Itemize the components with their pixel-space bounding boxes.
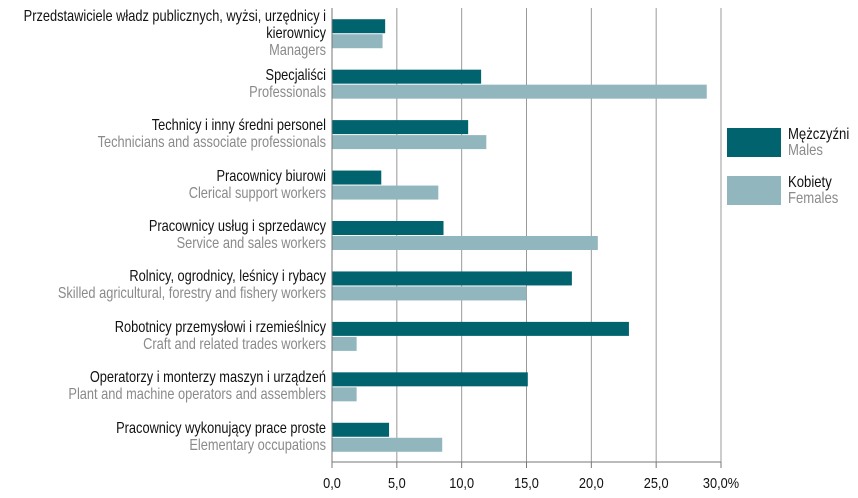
- x-tick-label: 0,0: [323, 474, 341, 491]
- category-name: Specjaliści: [265, 66, 326, 84]
- legend-name: Mężczyźni: [788, 126, 850, 143]
- bar: [332, 372, 528, 387]
- category-name-en: Craft and related trades workers: [143, 335, 326, 353]
- category-label: Pracownicy usług i sprzedawcy Service and…: [14, 218, 326, 252]
- category-name: Robotnicy przemysłowi i rzemieślnicy: [114, 318, 326, 336]
- bar: [332, 120, 469, 135]
- category-label: Przedstawiciele władz publicznych, wyżsi…: [14, 8, 326, 59]
- category-name-en: Skilled agricultural, forestry and fishe…: [57, 285, 326, 303]
- category-name-en: Technicians and associate professionals: [97, 134, 326, 152]
- bar: [332, 170, 382, 185]
- category-label: Rolnicy, ogrodnicy, leśnicy i rybacy Skil…: [14, 268, 326, 302]
- legend-name-en: Females: [788, 190, 839, 207]
- bar: [332, 19, 386, 34]
- category-label: Specjaliści Professionals: [14, 67, 326, 101]
- category-name-en: Professionals: [249, 83, 326, 101]
- bar: [332, 422, 390, 437]
- category-name: Technicy i inny średni personel: [151, 117, 326, 135]
- category-label: Technicy i inny średni personel Technicia…: [14, 117, 326, 151]
- x-tick-label: 10,0: [449, 474, 474, 491]
- category-label: Pracownicy wykonujący prace proste Elemen…: [14, 420, 326, 454]
- x-tick-label: 15,0: [514, 474, 539, 491]
- category-name: Pracownicy biurowi: [216, 167, 326, 185]
- bar: [332, 84, 707, 99]
- category-name: Rolnicy, ogrodnicy, leśnicy i rybacy: [129, 268, 326, 286]
- bar: [332, 135, 487, 150]
- bar: [332, 185, 439, 200]
- legend-entry: Mężczyźni Males: [788, 127, 849, 159]
- category-name-en: Elementary occupations: [189, 436, 326, 454]
- legend-name-en: Males: [788, 142, 824, 159]
- bar: [332, 336, 357, 351]
- bar: [332, 271, 572, 286]
- category-label: Robotnicy przemysłowi i rzemieślnicy Craf…: [14, 319, 326, 353]
- bar: [332, 437, 443, 452]
- bar: [332, 69, 482, 84]
- category-name: Pracownicy usług i sprzedawcy: [148, 218, 326, 235]
- legend-name: Kobiety: [788, 174, 832, 191]
- bar: [332, 286, 527, 301]
- category-label: Pracownicy biurowi Clerical support worke…: [14, 168, 326, 202]
- x-tick-label: 20,0: [579, 474, 604, 491]
- bar: [332, 221, 444, 235]
- category-name-en: Clerical support workers: [188, 184, 326, 202]
- bar: [332, 321, 629, 336]
- bar: [332, 387, 357, 402]
- x-tick-label: 5,0: [388, 474, 406, 491]
- legend-swatch: [727, 128, 781, 157]
- category-name: Przedstawiciele władz publicznych, wyżsi…: [23, 7, 326, 42]
- bar: [332, 34, 383, 49]
- category-label: Operatorzy i monterzy maszyn i urządzeń P…: [14, 369, 326, 403]
- category-name: Operatorzy i monterzy maszyn i urządzeń: [89, 369, 326, 387]
- category-name-en: Service and sales workers: [176, 235, 326, 252]
- x-tick-label: 30,0%: [703, 474, 739, 491]
- legend-entry: Kobiety Females: [788, 175, 838, 207]
- category-name-en: Plant and machine operators and assemble…: [68, 386, 327, 404]
- legend-swatch: [727, 176, 781, 205]
- x-tick-label: 25,0: [644, 474, 669, 491]
- bar: [332, 236, 598, 250]
- category-name: Pracownicy wykonujący prace proste: [116, 419, 326, 437]
- category-name-en: Managers: [269, 41, 326, 59]
